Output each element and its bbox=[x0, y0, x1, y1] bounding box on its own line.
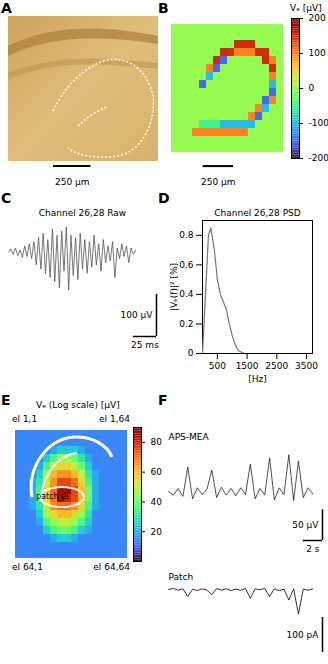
html-text:patch el: patch el bbox=[36, 492, 69, 501]
html-text:Vₑ [µV]: Vₑ [µV] bbox=[290, 3, 322, 13]
svg-text:1500: 1500 bbox=[236, 361, 259, 371]
html-text:el 1,1: el 1,1 bbox=[12, 414, 38, 424]
svg-text:100 pA: 100 pA bbox=[287, 630, 320, 640]
svg-text:50 µV: 50 µV bbox=[292, 520, 319, 530]
svg-text:Patch: Patch bbox=[169, 572, 194, 582]
html-text:D: D bbox=[158, 190, 170, 206]
svg-text:20: 20 bbox=[151, 527, 163, 537]
html-text:C: C bbox=[1, 190, 12, 206]
html-text:A: A bbox=[1, 0, 12, 16]
html-text:el 64,64: el 64,64 bbox=[93, 562, 130, 572]
svg-text:Channel 26,28 Raw: Channel 26,28 Raw bbox=[39, 208, 126, 218]
svg-text:0.4: 0.4 bbox=[179, 289, 194, 299]
svg-text:200: 200 bbox=[309, 13, 326, 23]
svg-text:0.2: 0.2 bbox=[179, 319, 193, 329]
svg-text:100: 100 bbox=[309, 48, 326, 58]
svg-text:40: 40 bbox=[151, 497, 163, 507]
html-text:F: F bbox=[158, 392, 168, 408]
html-text:E: E bbox=[1, 392, 11, 408]
html-text:Vₑ (Log scale) [µV]: Vₑ (Log scale) [µV] bbox=[36, 400, 120, 410]
html-text:B: B bbox=[158, 0, 169, 16]
html-text:el 1,64: el 1,64 bbox=[99, 414, 130, 424]
svg-text:|Vₑ(f)|² [%]: |Vₑ(f)|² [%] bbox=[169, 263, 179, 311]
svg-text:0.8: 0.8 bbox=[179, 230, 194, 240]
svg-text:100 µV: 100 µV bbox=[121, 310, 154, 320]
svg-text:500: 500 bbox=[209, 361, 226, 371]
svg-text:0: 0 bbox=[188, 348, 194, 358]
svg-text:APS-MEA: APS-MEA bbox=[169, 432, 210, 442]
svg-text:250 µm: 250 µm bbox=[55, 177, 90, 187]
svg-text:60: 60 bbox=[151, 467, 163, 477]
svg-text:250 µm: 250 µm bbox=[201, 177, 236, 187]
svg-text:0: 0 bbox=[309, 83, 315, 93]
svg-text:25 ms: 25 ms bbox=[131, 340, 159, 350]
svg-text:2 s: 2 s bbox=[306, 544, 320, 554]
svg-text:2500: 2500 bbox=[265, 361, 288, 371]
svg-text:3500: 3500 bbox=[295, 361, 318, 371]
svg-text:80: 80 bbox=[151, 437, 163, 447]
svg-text:-200: -200 bbox=[309, 153, 328, 163]
svg-text:Channel 26,28 PSD: Channel 26,28 PSD bbox=[214, 208, 301, 218]
svg-text:-100: -100 bbox=[309, 118, 328, 128]
svg-text:0.6: 0.6 bbox=[179, 260, 194, 270]
html-text:el 64,1: el 64,1 bbox=[12, 562, 43, 572]
svg-text:[Hz]: [Hz] bbox=[248, 374, 267, 384]
